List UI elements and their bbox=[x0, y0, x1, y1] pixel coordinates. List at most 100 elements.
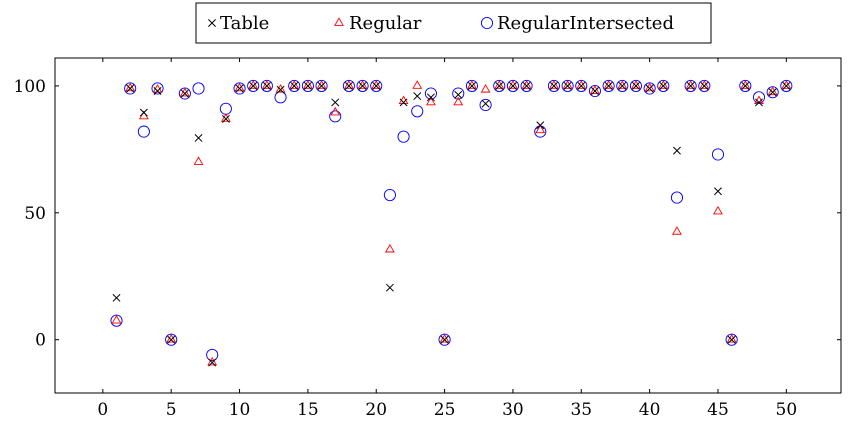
series-table bbox=[112, 81, 791, 367]
data-point bbox=[590, 85, 600, 94]
data-point bbox=[316, 80, 327, 89]
data-point bbox=[768, 88, 777, 97]
data-point bbox=[644, 82, 655, 92]
data-point bbox=[632, 81, 640, 90]
data-point bbox=[699, 80, 710, 89]
data-point bbox=[425, 96, 436, 106]
data-point bbox=[302, 80, 313, 89]
data-point bbox=[343, 80, 354, 89]
data-point bbox=[563, 81, 572, 90]
data-point bbox=[439, 334, 450, 343]
data-point bbox=[208, 358, 217, 367]
data-point bbox=[153, 87, 162, 95]
data-point bbox=[137, 125, 150, 138]
data-point bbox=[658, 80, 669, 89]
legend-marker bbox=[208, 19, 216, 27]
data-point bbox=[248, 80, 259, 89]
data-point bbox=[535, 124, 546, 134]
data-point bbox=[179, 87, 190, 97]
data-point bbox=[385, 283, 394, 292]
y-tick-label: 50 bbox=[24, 204, 46, 224]
data-point bbox=[194, 133, 203, 142]
data-point bbox=[672, 226, 682, 235]
x-tick-label: 20 bbox=[365, 400, 387, 420]
data-point bbox=[740, 80, 751, 89]
data-point bbox=[261, 80, 272, 89]
legend-marker bbox=[480, 16, 494, 30]
x-tick-label: 50 bbox=[776, 400, 798, 420]
data-point bbox=[372, 81, 381, 90]
legend-label: Table bbox=[220, 13, 269, 34]
data-point bbox=[467, 81, 476, 90]
data-point bbox=[276, 85, 285, 94]
legend-marker bbox=[334, 17, 344, 26]
data-point bbox=[139, 108, 148, 117]
data-point bbox=[726, 334, 737, 343]
data-point bbox=[151, 82, 164, 95]
data-point bbox=[329, 110, 342, 123]
x-tick-label: 35 bbox=[570, 400, 592, 420]
legend-label: RegularIntersected bbox=[497, 13, 674, 34]
data-point bbox=[781, 80, 792, 89]
data-point bbox=[453, 96, 464, 106]
data-point bbox=[412, 80, 423, 89]
data-point bbox=[711, 148, 725, 161]
data-point bbox=[180, 89, 189, 98]
data-point bbox=[604, 81, 613, 90]
data-point bbox=[617, 80, 628, 89]
data-point bbox=[576, 80, 587, 89]
data-point bbox=[782, 81, 791, 90]
data-point bbox=[207, 356, 218, 366]
data-point bbox=[290, 81, 299, 90]
x-tick-label: 0 bbox=[97, 400, 108, 420]
data-point bbox=[371, 80, 382, 89]
data-point bbox=[481, 99, 490, 108]
data-point bbox=[521, 80, 532, 89]
x-tick-label: 10 bbox=[229, 400, 251, 420]
data-point bbox=[126, 84, 135, 93]
data-point bbox=[167, 335, 176, 344]
data-point bbox=[590, 87, 599, 95]
x-tick-label: 45 bbox=[707, 400, 729, 420]
data-point bbox=[755, 98, 763, 107]
data-point bbox=[426, 93, 435, 102]
series-regularintersected bbox=[110, 79, 793, 361]
data-point bbox=[549, 81, 558, 90]
plot-frame bbox=[54, 57, 842, 394]
data-point bbox=[714, 187, 722, 196]
data-point bbox=[767, 86, 778, 96]
data-point bbox=[549, 80, 559, 89]
data-point bbox=[289, 80, 300, 89]
data-point bbox=[424, 87, 437, 100]
data-point bbox=[603, 80, 614, 89]
data-point bbox=[112, 293, 121, 302]
data-point bbox=[344, 81, 353, 90]
data-point bbox=[234, 82, 245, 92]
x-tick-label: 30 bbox=[502, 400, 524, 420]
data-points bbox=[110, 79, 793, 367]
data-point bbox=[262, 81, 271, 90]
data-point bbox=[413, 92, 422, 101]
data-point bbox=[480, 84, 491, 93]
data-point bbox=[727, 335, 736, 344]
data-point bbox=[303, 81, 312, 90]
data-point bbox=[274, 91, 287, 104]
data-point bbox=[219, 102, 232, 115]
data-point bbox=[618, 81, 627, 90]
data-point bbox=[249, 81, 258, 90]
data-point bbox=[508, 81, 517, 90]
x-tick-label: 5 bbox=[166, 400, 177, 420]
data-point bbox=[562, 80, 573, 89]
x-tick-label: 40 bbox=[639, 400, 661, 420]
data-point bbox=[631, 80, 641, 89]
x-tick-label: 25 bbox=[434, 400, 456, 420]
y-tick-label: 0 bbox=[35, 331, 46, 351]
data-point bbox=[670, 191, 684, 204]
x-tick-label: 15 bbox=[297, 400, 319, 420]
data-point bbox=[479, 98, 492, 112]
data-point bbox=[495, 81, 504, 90]
data-point bbox=[741, 81, 750, 90]
data-point bbox=[317, 81, 326, 90]
